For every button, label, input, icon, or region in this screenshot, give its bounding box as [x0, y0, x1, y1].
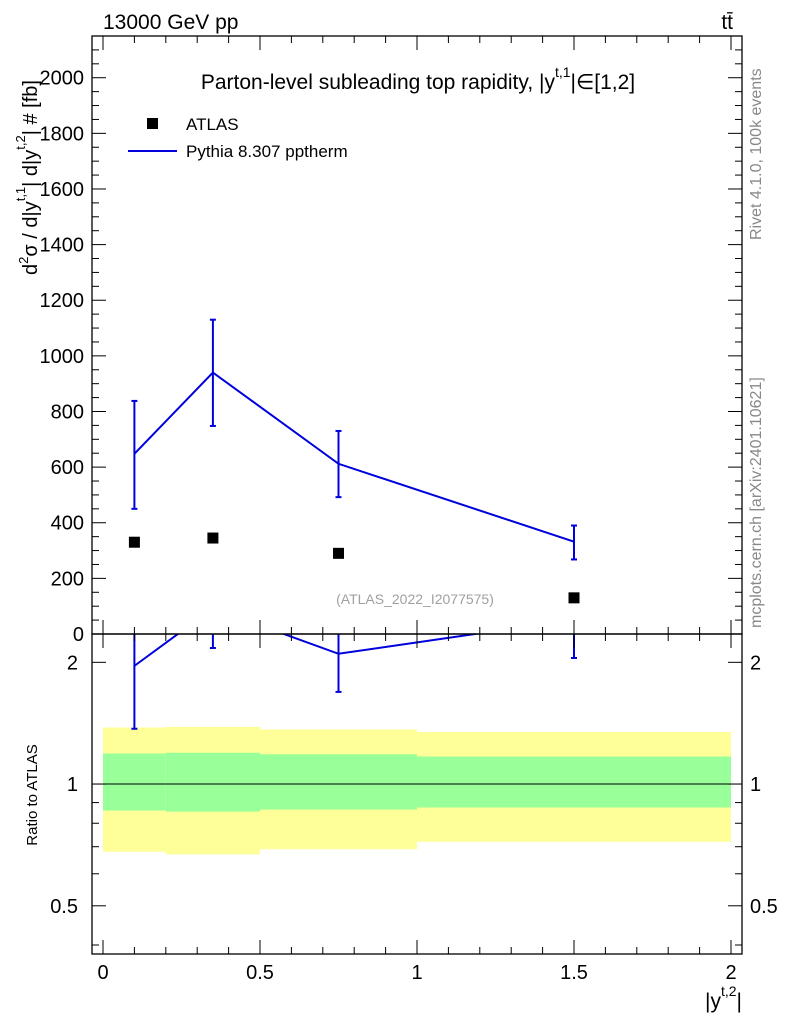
ratio-y-tick-label-right: 0.5: [750, 896, 778, 918]
main-y-tick-label: 800: [51, 401, 84, 423]
main-y-tick-label: 1400: [40, 235, 85, 257]
main-y-tick-label: 200: [51, 568, 84, 590]
legend-atlas-marker: [147, 118, 158, 129]
main-y-tick-label: 600: [51, 457, 84, 479]
ratio-y-ticks: 0.5 0.5 1 1 2 2: [50, 652, 778, 946]
rivet-label: Rivet 4.1.0, 100k events: [748, 68, 765, 240]
legend-atlas-label: ATLAS: [186, 115, 239, 134]
x-tick-label: 1: [411, 962, 422, 984]
energy-label: 13000 GeV pp: [103, 11, 238, 34]
ratio-y-tick-label: 0.5: [50, 896, 78, 918]
stat-uncertainty-band: [260, 754, 417, 810]
atlas-data-point: [333, 547, 344, 559]
analysis-watermark: (ATLAS_2022_I2077575): [336, 591, 494, 607]
x-axis-label: |yt,2|: [705, 983, 742, 1013]
x-tick-label: 0: [97, 962, 108, 984]
atlas-data-point: [568, 592, 580, 604]
main-y-ticks: 0 200 400 600 800 1000 1200 1400 1600 1800 2000: [40, 49, 742, 646]
atlas-data-point: [207, 532, 219, 544]
main-y-tick-label: 0: [73, 624, 84, 646]
main-y-tick-label: 1200: [40, 290, 85, 312]
stat-uncertainty-band: [165, 752, 260, 812]
ratio-pythia-line: [133, 634, 482, 667]
main-y-tick-label: 1600: [40, 179, 85, 201]
atlas-series: [128, 532, 580, 604]
x-tick-label: 0.5: [246, 962, 274, 984]
uncertainty-bands: [103, 726, 731, 855]
ratio-y-tick-label: 1: [67, 774, 78, 796]
title-sup: t,1: [555, 64, 571, 80]
stat-uncertainty-band: [417, 756, 731, 808]
legend-pythia-label: Pythia 8.307 pptherm: [186, 142, 348, 161]
ratio-y-tick-label-right: 2: [750, 652, 761, 674]
legend: ATLAS Pythia 8.307 pptherm: [128, 115, 348, 161]
main-y-tick-label: 1800: [40, 123, 85, 145]
mcplots-label: mcplots.cern.ch [arXiv:2401.10621]: [748, 377, 765, 628]
main-y-tick-label: 2000: [40, 68, 85, 90]
title-suffix: |∈[1,2]: [571, 71, 636, 94]
ratio-x-ticks: 0 0.5 1 1.5 2: [97, 634, 737, 984]
ratio-panel: 0.5 0.5 1 1 2 2 0 0.5 1 1.5 2 Ratio to ATLAS |yt,…: [24, 633, 778, 1013]
atlas-data-point: [128, 536, 140, 548]
main-panel: 0 200 400 600 800 1000 1200 1400 1600 1800 2000 Pa…: [13, 35, 743, 646]
ratio-y-tick-label-right: 1: [750, 774, 761, 796]
x-tick-label: 2: [725, 962, 736, 984]
title-main: Parton-level subleading top rapidity, |y: [201, 71, 556, 94]
stat-uncertainty-band: [103, 753, 166, 811]
main-x-ticks: [102, 36, 732, 634]
plot-title: Parton-level subleading top rapidity, |y…: [201, 64, 635, 94]
pythia-line: [133, 371, 575, 543]
x-tick-label: 1.5: [560, 962, 588, 984]
main-y-tick-label: 1000: [40, 346, 85, 368]
ratio-frame: [91, 633, 743, 955]
pythia-series: [131, 318, 577, 561]
ratio-y-label: Ratio to ATLAS: [24, 744, 41, 845]
main-y-tick-label: 400: [51, 513, 84, 535]
process-label: tt̄: [721, 11, 733, 34]
main-y-label: d2σ / d|yt,1| d|yt,2| # [fb]: [13, 80, 42, 275]
ratio-y-tick-label: 2: [67, 652, 78, 674]
